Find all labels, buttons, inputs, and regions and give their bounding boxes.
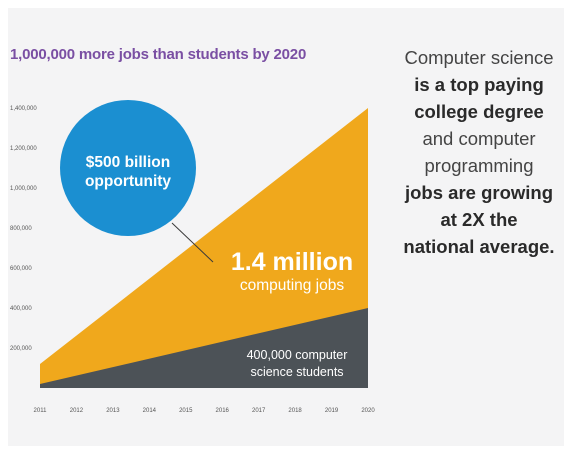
cs-students-area <box>40 308 368 388</box>
side-text-line: jobs are growing <box>404 182 554 203</box>
y-tick-label: 800,000 <box>10 226 32 232</box>
circle-connector-line <box>171 222 214 263</box>
side-text-line: Computer science <box>404 47 554 68</box>
x-tick-label: 2016 <box>216 408 230 414</box>
y-tick-label: 400,000 <box>10 306 32 312</box>
circle-label-line2: opportunity <box>85 173 171 190</box>
side-text-line: is a top paying <box>414 74 544 95</box>
x-tick-label: 2014 <box>143 408 157 414</box>
x-tick-label: 2013 <box>106 408 120 414</box>
x-tick-label: 2012 <box>70 408 84 414</box>
x-tick-label: 2019 <box>325 408 339 414</box>
side-text-line: programming <box>424 155 534 176</box>
chart-title: 1,000,000 more jobs than students by 202… <box>10 46 307 63</box>
x-tick-label: 2011 <box>34 408 48 414</box>
x-tick-label: 2015 <box>179 408 193 414</box>
students-label-line1: 400,000 computer <box>247 348 348 362</box>
x-tick-label: 2018 <box>288 408 302 414</box>
side-text-block: Computer science is a top paying college d… <box>388 44 570 260</box>
side-text-line: at 2X the <box>440 209 518 230</box>
circle-label-line1: $500 billion <box>86 154 170 171</box>
x-tick-label: 2017 <box>252 408 266 414</box>
jobs-caption-label: computing jobs <box>240 277 345 294</box>
opportunity-circle <box>60 100 196 236</box>
side-text-line: college degree <box>414 101 544 122</box>
side-text-line: and computer <box>422 128 536 149</box>
side-text-line: national average. <box>403 236 555 257</box>
y-tick-label: 600,000 <box>10 266 32 272</box>
computing-jobs-area <box>40 108 368 388</box>
y-tick-label: 200,000 <box>10 346 32 352</box>
students-label-line2: science students <box>250 365 343 379</box>
y-tick-label: 1,000,000 <box>10 186 37 192</box>
y-tick-label: 1,400,000 <box>10 106 37 112</box>
x-tick-label: 2020 <box>361 408 375 414</box>
jobs-value-label: 1.4 million <box>231 248 353 276</box>
y-tick-label: 1,200,000 <box>10 146 37 152</box>
